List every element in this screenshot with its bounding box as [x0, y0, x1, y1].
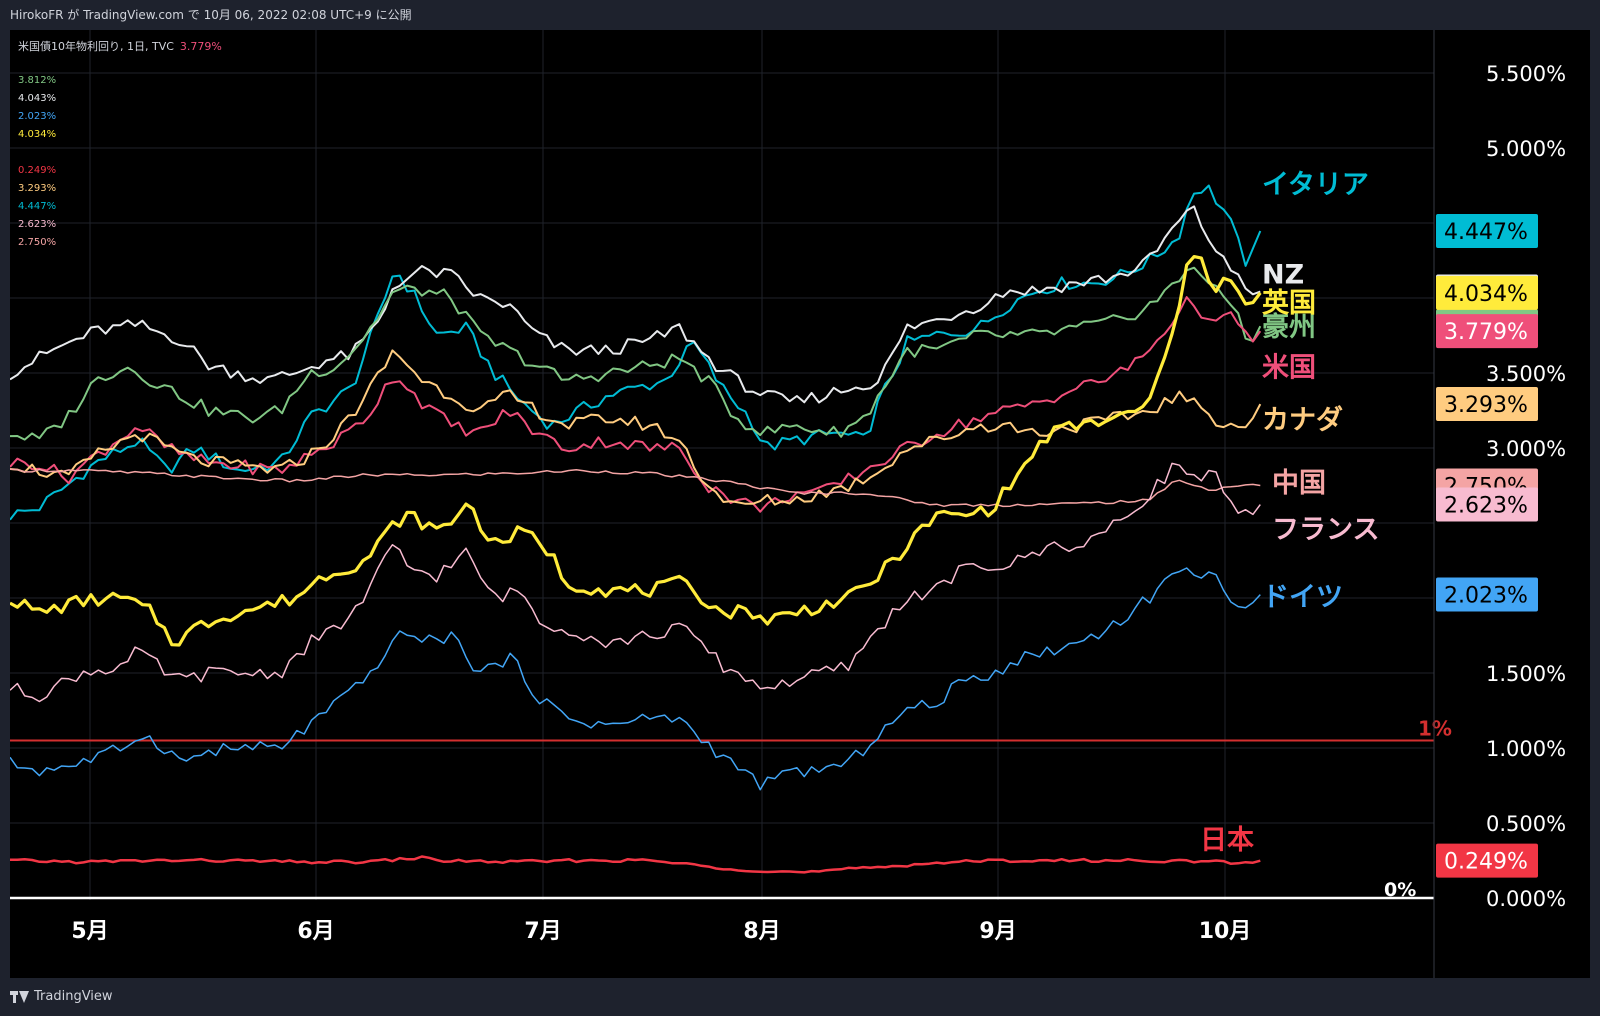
- legend-value: 2.623%: [18, 219, 57, 230]
- series-name-label: 中国: [1272, 468, 1326, 499]
- price-badge-value: 0.249%: [1444, 850, 1528, 875]
- series-name-label: フランス: [1272, 515, 1379, 546]
- price-badge: [1436, 843, 1538, 878]
- series-line-9: [10, 855, 1261, 874]
- price-badge-value: 3.293%: [1444, 393, 1528, 418]
- legend-value: 4.043%: [18, 93, 57, 104]
- price-badge-value: 3.779%: [1444, 320, 1528, 345]
- series-name-label: NZ: [1262, 260, 1304, 291]
- reference-line-label: 0%: [1384, 879, 1416, 901]
- grid-layer: [10, 30, 1434, 900]
- price-badge: [1436, 487, 1538, 522]
- y-tick-label: 0.500%: [1486, 812, 1566, 836]
- legend-value: 4.034%: [18, 129, 57, 140]
- y-tick-label: 0.000%: [1486, 887, 1566, 911]
- x-tick-label: 5月: [71, 919, 108, 944]
- series-line-3: [10, 296, 1262, 513]
- tradingview-logo[interactable]: TradingView: [10, 989, 113, 1004]
- x-tick-label: 7月: [524, 919, 561, 944]
- x-tick-label: 8月: [743, 919, 780, 944]
- price-badge: [1436, 314, 1538, 349]
- series-name-label: 日本: [1200, 825, 1254, 856]
- legend-group-2: 0.249% 3.293% 4.447% 2.623% 2.750%: [18, 162, 56, 252]
- series-line-6: [10, 255, 1262, 647]
- series-line-1: [10, 205, 1261, 404]
- footer: TradingView: [0, 978, 1600, 1016]
- reference-line-label: 1%: [1418, 717, 1452, 741]
- legend-value: 4.447%: [18, 201, 57, 212]
- y-tick-label: 5.000%: [1486, 137, 1566, 161]
- series-name-label: イタリア: [1262, 170, 1369, 201]
- series-name-label: 英国: [1262, 288, 1316, 319]
- chart-panel[interactable]: 1% 0% イタリア NZ 豪州 米国 カナダ 中国 英国 フランス ドイツ 日本 5.500% 5.…: [10, 30, 1590, 978]
- price-badge: [1436, 387, 1538, 422]
- legend-symbol-text: 米国債10年物利回り, 1日, TVC: [18, 40, 174, 53]
- y-tick-label: 1.000%: [1486, 737, 1566, 761]
- series-name-label: ドイツ: [1262, 582, 1343, 613]
- legend-group-1: 3.812% 4.043% 2.023% 4.034%: [18, 72, 56, 144]
- time-axis[interactable]: 5月 6月 7月 8月 9月 10月: [71, 919, 1251, 944]
- series-name-label: 米国: [1262, 353, 1316, 384]
- legend-value: 2.023%: [18, 111, 57, 122]
- y-tick-label: 1.500%: [1486, 662, 1566, 686]
- price-badge: [1436, 577, 1538, 612]
- y-tick-label: 3.500%: [1486, 362, 1566, 386]
- series-line-8: [10, 567, 1261, 791]
- brand-name: TradingView: [34, 989, 113, 1004]
- price-badge-value: 2.023%: [1444, 584, 1528, 609]
- legend-value: 3.293%: [18, 183, 57, 194]
- price-badge: [1436, 275, 1538, 310]
- legend-value: 0.249%: [18, 165, 57, 176]
- price-badge-value: 4.034%: [1444, 282, 1528, 307]
- y-tick-label: 3.000%: [1486, 437, 1566, 461]
- series-line-2: [10, 266, 1262, 441]
- tradingview-logo-icon: [10, 990, 30, 1003]
- x-tick-label: 10月: [1199, 919, 1252, 944]
- price-badges: 4.447%4.043%3.812%3.779%3.293%2.750%4.03…: [1436, 213, 1538, 878]
- publisher-text: HirokoFR が TradingView.com で 10月 06, 202…: [10, 8, 412, 22]
- series-layer: [10, 184, 1262, 874]
- x-tick-label: 9月: [979, 919, 1016, 944]
- publisher-header: HirokoFR が TradingView.com で 10月 06, 202…: [0, 0, 1600, 30]
- series-name-label: 豪州: [1262, 311, 1316, 343]
- x-tick-label: 6月: [297, 919, 334, 944]
- reference-lines: 1% 0%: [10, 717, 1452, 901]
- price-badge: [1436, 213, 1538, 248]
- price-badge-value: 2.623%: [1444, 494, 1528, 519]
- series-line-5: [10, 468, 1261, 508]
- legend-value: 2.750%: [18, 237, 57, 248]
- price-axis[interactable]: 5.500% 5.000% 3.500% 3.000% 1.500% 1.000% 0.50…: [1486, 62, 1566, 911]
- legend-symbol-value: 3.779%: [179, 40, 222, 53]
- series-line-7: [10, 462, 1261, 703]
- series-name-label: カナダ: [1262, 404, 1343, 436]
- legend-value: 3.812%: [18, 75, 57, 86]
- y-tick-label: 5.500%: [1486, 62, 1566, 86]
- legend-title[interactable]: 米国債10年物利回り, 1日, TVC 3.779%: [18, 38, 222, 54]
- price-badge-value: 4.447%: [1444, 220, 1528, 245]
